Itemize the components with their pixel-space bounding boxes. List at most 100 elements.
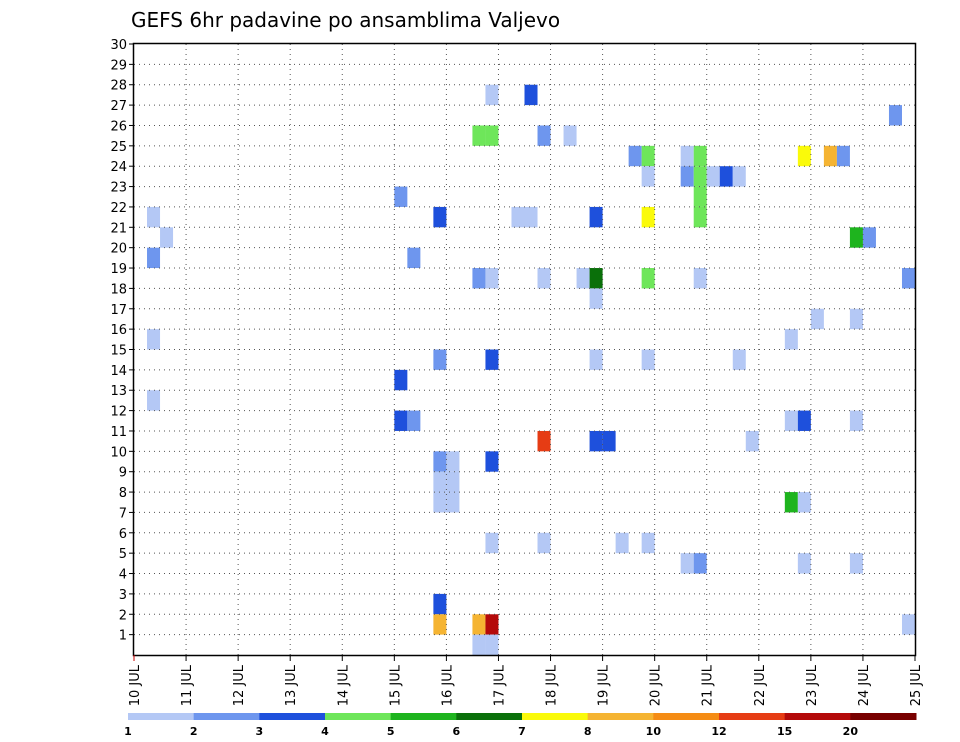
heatmap-cell	[888, 105, 902, 126]
heatmap-cell	[160, 227, 174, 248]
heatmap-cell	[485, 614, 499, 635]
heatmap-cell	[589, 430, 603, 452]
legend-swatch	[784, 713, 851, 720]
heatmap-cell	[485, 532, 499, 554]
heatmap-cell	[849, 227, 863, 248]
y-tick-label: 19	[110, 262, 127, 277]
heatmap-cell	[862, 227, 876, 248]
heatmap-cells	[147, 84, 915, 655]
heatmap-cell	[446, 451, 460, 472]
heatmap-cell	[719, 166, 733, 187]
y-tick-label: 22	[110, 201, 127, 216]
heatmap-cell	[485, 125, 499, 146]
heatmap-cell	[563, 125, 577, 146]
y-tick-label: 3	[119, 588, 127, 603]
heatmap-cell	[602, 430, 616, 452]
y-tick-label: 23	[110, 181, 127, 196]
heatmap-cell	[433, 471, 447, 493]
legend-swatch	[325, 713, 392, 720]
x-tick-label: 20 JUL	[649, 664, 664, 706]
chart-title: GEFS 6hr padavine po ansamblima Valjevo	[131, 8, 560, 32]
heatmap-cell	[472, 268, 486, 289]
heatmap-cell	[797, 145, 811, 167]
x-tick-label: 24 JUL	[857, 664, 872, 706]
legend-label: 4	[321, 725, 329, 738]
heatmap-cell	[732, 166, 746, 187]
heatmap-cell	[537, 430, 551, 452]
legend-label: 5	[387, 725, 395, 738]
heatmap-cell	[589, 349, 603, 370]
heatmap-cell	[641, 206, 655, 228]
x-tick-label: 11 JUL	[180, 664, 195, 706]
x-tick-label: 18 JUL	[545, 664, 560, 706]
heatmap-cell	[628, 145, 642, 167]
heatmap-cell	[485, 634, 499, 655]
heatmap-cell	[394, 369, 408, 391]
heatmap-cell	[784, 492, 798, 513]
heatmap-cell	[407, 410, 421, 431]
x-tick-label: 14 JUL	[336, 664, 351, 706]
legend-label: 12	[711, 725, 726, 738]
heatmap-cell	[485, 451, 499, 472]
heatmap-cell	[147, 329, 161, 350]
heatmap-cell	[797, 410, 811, 431]
heatmap-cell	[641, 145, 655, 167]
heatmap-cell	[472, 614, 486, 635]
heatmap-cell	[641, 532, 655, 554]
legend-label: 10	[646, 725, 662, 738]
y-tick-label: 9	[119, 466, 127, 481]
heatmap-cell	[849, 308, 863, 330]
y-tick-label: 6	[119, 527, 127, 542]
heatmap-cell	[836, 145, 850, 167]
legend-label: 3	[256, 725, 264, 738]
heatmap-cell	[849, 410, 863, 431]
heatmap-cell	[693, 145, 707, 167]
y-axis: 1234567891011121314151617181920212223242…	[110, 38, 134, 644]
heatmap-cell	[576, 268, 590, 289]
x-tick-label: 15 JUL	[388, 664, 403, 706]
x-tick-label: 12 JUL	[232, 664, 247, 706]
color-legend: 1 2 3 4 5 6 7 8 10 12 15 20	[124, 713, 917, 738]
heatmap-cell	[680, 166, 694, 187]
legend-swatch	[259, 713, 326, 720]
x-tick-label: 19 JUL	[597, 664, 612, 706]
legend-swatch	[128, 713, 195, 720]
legend-swatch	[587, 713, 654, 720]
y-tick-label: 18	[110, 282, 127, 297]
heatmap-cell	[706, 166, 720, 187]
heatmap-cell	[433, 206, 447, 228]
legend-swatch	[719, 713, 786, 720]
heatmap-cell	[472, 634, 486, 655]
heatmap-cell	[745, 430, 759, 452]
y-tick-label: 2	[119, 608, 127, 623]
heatmap-cell	[433, 451, 447, 472]
heatmap-cell	[901, 614, 915, 635]
heatmap-cell	[537, 532, 551, 554]
heatmap-cell	[511, 206, 525, 228]
heatmap-cell	[147, 247, 161, 269]
y-tick-label: 17	[110, 303, 127, 318]
heatmap-cell	[693, 166, 707, 187]
heatmap-cell	[615, 532, 629, 554]
y-tick-label: 20	[110, 242, 127, 257]
heatmap-cell	[680, 145, 694, 167]
heatmap-cell	[680, 553, 694, 574]
heatmap-cell	[823, 145, 837, 167]
y-tick-label: 13	[110, 384, 127, 399]
legend-label: 7	[518, 725, 526, 738]
x-tick-label: 10 JUL	[128, 664, 143, 706]
y-tick-label: 16	[110, 323, 127, 338]
heatmap-cell	[693, 206, 707, 228]
heatmap-cell	[537, 125, 551, 146]
y-tick-label: 27	[110, 99, 127, 114]
heatmap-cell	[433, 349, 447, 370]
y-tick-label: 12	[110, 405, 127, 420]
heatmap-cell	[394, 186, 408, 207]
heatmap-cell	[641, 349, 655, 370]
heatmap-cell	[394, 410, 408, 431]
heatmap-cell	[147, 206, 161, 228]
heatmap-cell	[797, 492, 811, 513]
x-tick-label: 21 JUL	[701, 664, 716, 706]
heatmap-cell	[589, 288, 603, 309]
